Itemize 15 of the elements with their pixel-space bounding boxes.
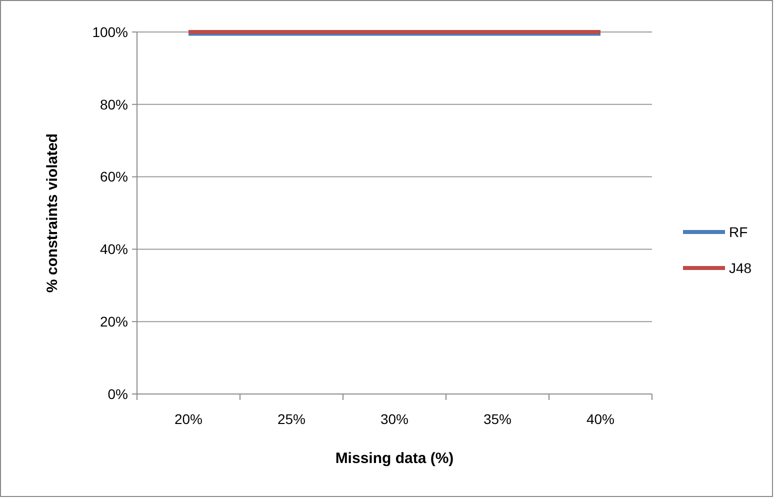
x-tick-label: 35% (483, 411, 512, 427)
y-tick-label: 40% (100, 241, 128, 258)
y-tick-label: 100% (92, 24, 128, 40)
y-tick-label: 80% (100, 96, 128, 112)
y-tick-label: 20% (100, 314, 128, 330)
x-tick-label: 30% (380, 411, 409, 427)
x-tick-label: 25% (277, 411, 306, 427)
y-axis-title: % constraints violated (44, 133, 61, 293)
x-tick-label: 40% (586, 411, 615, 427)
y-tick-label: 0% (108, 386, 128, 402)
x-tick-label: 20% (174, 411, 203, 427)
y-tick-label: 60% (100, 168, 128, 185)
legend-label: J48 (729, 260, 752, 276)
legend-label: RF (729, 224, 748, 240)
x-axis-title: Missing data (%) (335, 450, 454, 467)
